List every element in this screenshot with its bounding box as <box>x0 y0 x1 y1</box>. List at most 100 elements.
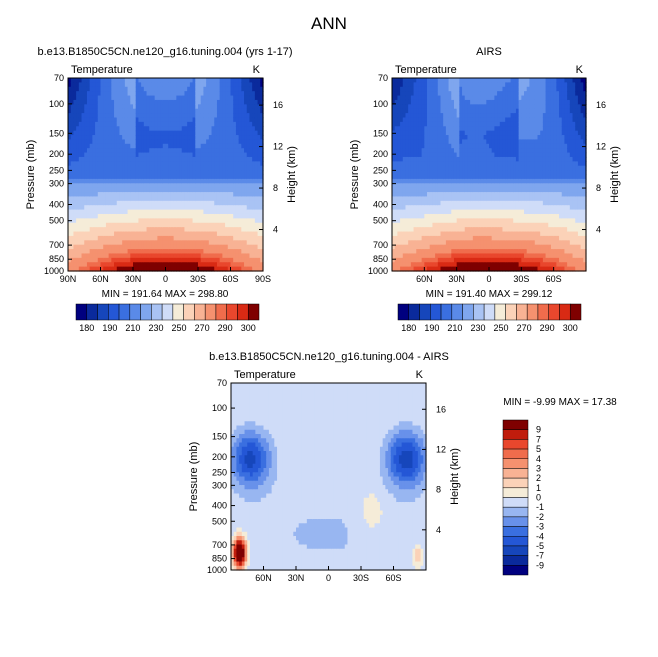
obs-field-cell <box>437 231 442 237</box>
model-field-cell <box>76 165 80 171</box>
model-field-cell <box>160 178 164 184</box>
model-field-cell <box>165 148 169 154</box>
model-field-cell <box>130 266 134 272</box>
obs-field-cell <box>437 257 442 263</box>
model-field-cell <box>206 222 210 228</box>
model-field-cell <box>184 99 188 105</box>
obs-field-cell <box>402 244 407 250</box>
obs-field-cell <box>413 117 417 123</box>
model-field-cell <box>206 139 210 145</box>
obs-field-cell <box>405 227 409 233</box>
model-field-cell <box>214 152 218 158</box>
model-field-cell <box>143 253 148 259</box>
obs-field-cell <box>427 244 431 250</box>
model-field-cell <box>181 209 186 215</box>
model-field-cell <box>184 126 188 132</box>
model-field-cell <box>130 192 134 198</box>
model-field-cell <box>95 99 99 105</box>
model-field-cell <box>252 152 256 158</box>
model-field-cell <box>105 139 110 145</box>
model-field-cell <box>246 253 251 259</box>
obs-field-cell <box>440 178 444 184</box>
model-field-cell <box>254 200 259 206</box>
model-field-cell <box>233 139 237 145</box>
obs-field-cell <box>432 213 436 219</box>
model-field-cell <box>95 222 99 228</box>
model-field-cell <box>122 240 126 246</box>
model-field-cell <box>230 222 234 228</box>
model-field-cell <box>151 156 156 162</box>
model-field-cell <box>68 222 72 228</box>
obs-field-cell <box>405 174 409 180</box>
model-field-cell <box>244 244 248 250</box>
model-field-cell <box>235 126 240 132</box>
obs-field-cell <box>392 174 396 180</box>
model-field-cell <box>76 222 80 228</box>
model-field-cell <box>116 104 121 110</box>
model-field-cell <box>216 192 221 198</box>
obs-field-cell <box>400 104 404 110</box>
obs-field-cell <box>400 86 404 92</box>
model-field-cell <box>189 121 194 127</box>
obs-field-cell <box>408 78 412 83</box>
model-field-cell <box>198 200 202 206</box>
model-field-cell <box>157 218 161 224</box>
model-field-cell <box>84 174 88 180</box>
obs-field-cell <box>440 205 444 211</box>
obs-field-cell <box>400 244 404 250</box>
model-field-cell <box>189 196 194 202</box>
obs-field-cell <box>405 218 409 224</box>
model-field-cell <box>133 148 137 154</box>
model-field-cell <box>195 108 199 114</box>
model-field-cell <box>211 152 215 158</box>
obs-field-cell <box>424 95 428 101</box>
model-field-cell <box>146 222 150 228</box>
model-field-cell <box>222 200 226 206</box>
model-field-cell <box>260 192 264 198</box>
obs-field-cell <box>424 205 428 211</box>
model-field-cell <box>260 196 264 202</box>
model-field-cell <box>138 91 142 97</box>
model-field-cell <box>216 205 221 211</box>
model-field-cell <box>157 108 161 114</box>
model-field-cell <box>206 209 210 215</box>
model-field-cell <box>187 82 191 88</box>
model-field-cell <box>154 143 158 149</box>
model-field-cell <box>162 113 167 119</box>
model-field-cell <box>214 135 218 141</box>
model-field-cell <box>151 244 156 250</box>
model-field-cell <box>187 244 191 250</box>
model-field-cell <box>246 143 251 149</box>
obs-field-cell <box>418 235 423 241</box>
model-field-cell <box>241 213 245 219</box>
model-field-cell <box>181 192 186 198</box>
model-field-cell <box>249 170 253 176</box>
model-field-cell <box>257 244 261 250</box>
model-field-cell <box>127 231 131 237</box>
model-field-cell <box>170 222 175 228</box>
model-field-cell <box>192 91 196 97</box>
obs-field-cell <box>392 148 396 154</box>
model-field-cell <box>246 244 251 250</box>
model-field-cell <box>68 78 72 83</box>
model-field-cell <box>200 156 205 162</box>
model-field-cell <box>203 227 207 233</box>
model-field-cell <box>127 187 131 193</box>
model-field-cell <box>238 262 242 268</box>
model-lat-tick-label: 90S <box>255 274 271 284</box>
model-field-cell <box>149 231 153 237</box>
model-field-cell <box>206 86 210 92</box>
model-field-cell <box>130 165 134 171</box>
model-field-cell <box>73 130 77 136</box>
obs-field-cell <box>410 174 415 180</box>
model-field-cell <box>111 165 115 171</box>
model-field-cell <box>192 187 196 193</box>
obs-field-cell <box>437 213 442 219</box>
model-field-cell <box>103 235 107 241</box>
model-field-cell <box>73 139 77 145</box>
model-field-cell <box>252 78 256 83</box>
model-field-cell <box>206 266 210 272</box>
obs-field-cell <box>435 99 439 105</box>
model-field-cell <box>100 227 104 233</box>
obs-field-cell <box>424 249 428 255</box>
